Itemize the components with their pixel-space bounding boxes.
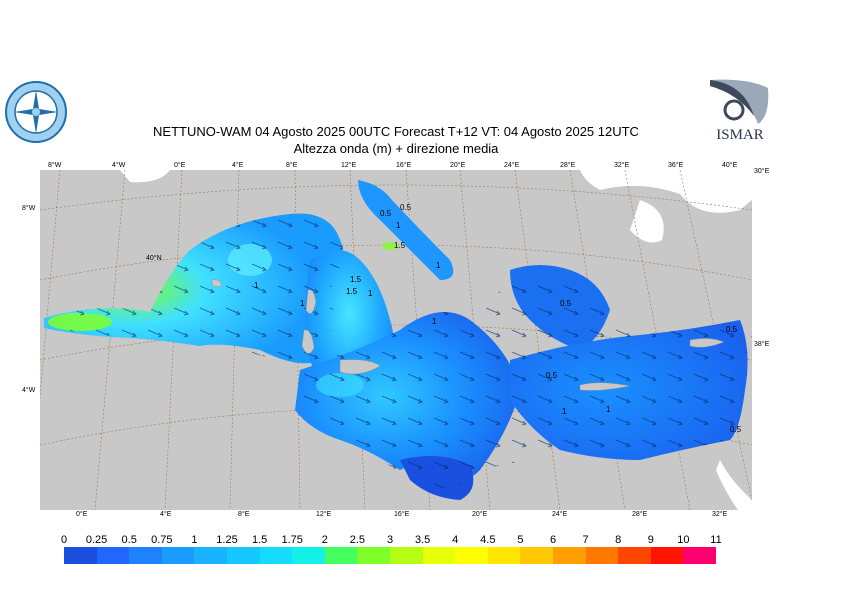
tick-label: 28°E <box>632 511 648 518</box>
legend-swatch <box>226 547 260 564</box>
tick-label: 0°E <box>174 162 186 169</box>
contour-label: 1.5 <box>350 275 362 284</box>
tick-label: 8°E <box>286 162 298 169</box>
legend-swatch <box>357 547 390 564</box>
legend-swatch <box>129 547 162 564</box>
tick-label: 32°E <box>712 511 728 518</box>
legend-label: 6 <box>549 534 557 546</box>
contour-label: 0.5 <box>560 299 572 308</box>
tick-label: 12°E <box>341 162 357 169</box>
legend-swatch <box>552 547 586 564</box>
adriatic <box>358 180 454 280</box>
tick-label: 4°W <box>112 162 126 169</box>
color-scale-bar <box>64 547 716 564</box>
black-sea-area <box>580 170 752 213</box>
legend-swatch <box>64 547 97 564</box>
islands <box>211 279 725 391</box>
tick-label: 36°E <box>668 162 684 169</box>
legend-label: 10 <box>677 534 690 546</box>
legend-label: 2 <box>321 534 328 546</box>
legend-label: 0 <box>60 534 68 546</box>
legend-label: 9 <box>647 534 654 546</box>
tick-label: 4°W <box>22 387 36 394</box>
contour-label: 1 <box>562 407 567 416</box>
tick-label: 8°W <box>22 205 36 212</box>
contour-label: 1.5 <box>346 287 358 296</box>
tick-label: 24°E <box>552 511 568 518</box>
contour-label: 0.5 <box>730 425 742 434</box>
legend-label: 2.5 <box>349 534 366 546</box>
tick-label: 28°E <box>560 162 576 169</box>
contour-label: 0.5 <box>380 209 392 218</box>
legend-label: 0.25 <box>85 534 108 546</box>
tick-label: 24°E <box>504 162 520 169</box>
contour-label: 1 <box>368 289 373 298</box>
contour-label: 1 <box>396 221 401 230</box>
tick-label: 38°E <box>754 341 770 348</box>
legend-label: 1.25 <box>216 534 238 546</box>
tick-label: 32°E <box>614 162 630 169</box>
legend-swatch <box>520 547 553 564</box>
ismar-logo: ISMAR <box>708 76 772 142</box>
contour-labels: 1 1.5 1 1 1.5 1 0.5 1 0.5 0.5 1 0.5 1 0.… <box>254 203 742 434</box>
legend-swatch <box>618 547 651 564</box>
legend-swatch <box>96 547 130 564</box>
contour-label: 1 <box>300 299 305 308</box>
contour-label: 1 <box>432 317 437 326</box>
contour-label: 1 <box>606 405 611 414</box>
legend-labels: 0 0.25 0.5 0.75 1 1.25 1.5 1.75 2 2.5 3 3.5 4 4.5 5 6 7 8… <box>50 534 730 546</box>
institution-logo <box>5 81 67 143</box>
legend-label: 11 <box>710 534 722 546</box>
legend-label: 0.75 <box>151 534 173 546</box>
map-title: NETTUNO-WAM 04 Agosto 2025 00UTC Forecas… <box>153 124 639 139</box>
legend-swatch <box>389 547 423 564</box>
tick-label: 20°E <box>472 511 488 518</box>
legend-label: 4.5 <box>480 534 496 546</box>
tick-label: 4°E <box>160 511 172 518</box>
legend-label: 4 <box>452 534 459 546</box>
tick-label: 20°E <box>450 162 466 169</box>
legend-swatch <box>194 547 227 564</box>
contour-label: 1 <box>436 261 441 270</box>
contour-label: 0.5 <box>726 325 738 334</box>
legend-swatch <box>585 547 619 564</box>
legend-swatch <box>683 547 716 564</box>
tick-label: 12°E <box>316 511 332 518</box>
legend-swatch <box>455 547 488 564</box>
legend-label: 7 <box>582 534 589 546</box>
map-subtitle: Altezza onda (m) + direzione media <box>293 141 499 156</box>
tick-label: 40°E <box>722 162 738 169</box>
legend-label: 5 <box>517 534 524 546</box>
legend-label: 3 <box>386 534 394 546</box>
legend-swatch <box>292 547 325 564</box>
tick-label: 16°E <box>396 162 412 169</box>
ismar-logo-text: ISMAR <box>716 127 764 142</box>
legend-label: 1 <box>191 534 198 546</box>
tick-label: 30°E <box>754 168 770 175</box>
legend-swatch <box>422 547 456 564</box>
contour-label: 1 <box>254 281 259 290</box>
legend-swatch <box>487 547 521 564</box>
wave-peak-adriatic <box>382 242 398 250</box>
contour-label: 0.5 <box>546 371 558 380</box>
contour-label: 0.5 <box>400 203 412 212</box>
tick-label: 40°N <box>146 255 162 262</box>
legend-swatch <box>161 547 195 564</box>
tick-label: 8°E <box>238 511 250 518</box>
legend-label: 8 <box>615 534 622 546</box>
legend-swatch <box>650 547 684 564</box>
legend-label: 1.75 <box>281 534 303 546</box>
tick-label: 8°W <box>48 162 62 169</box>
legend-label: 3.5 <box>414 534 431 546</box>
tick-label: 0°E <box>76 511 88 518</box>
wave-height-map: 1 1.5 1 1 1.5 1 0.5 1 0.5 0.5 1 0.5 1 0.… <box>40 170 752 510</box>
legend-label: 0.5 <box>121 534 137 546</box>
legend-swatch <box>259 547 293 564</box>
contour-label: 1.5 <box>394 241 406 250</box>
legend-swatch <box>324 547 358 564</box>
tick-label: 4°E <box>232 162 244 169</box>
tick-label: 16°E <box>394 511 410 518</box>
legend-label: 1.5 <box>251 534 268 546</box>
